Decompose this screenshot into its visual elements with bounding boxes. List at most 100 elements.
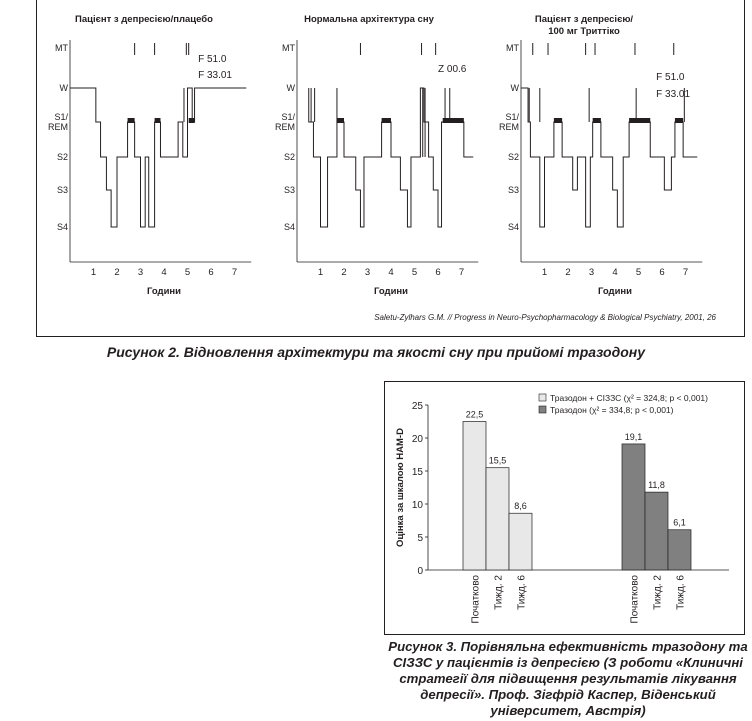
figure-3-frame (384, 381, 745, 635)
category-label: Початково (630, 575, 641, 624)
x-tick-label: 2 (114, 267, 119, 278)
panel-title-line: Нормальна архітектура сну (304, 14, 434, 25)
y-tick-label: 0 (417, 566, 423, 577)
x-tick-label: 3 (365, 267, 370, 278)
stage-label-line: S4 (57, 222, 68, 232)
bar (667, 529, 692, 571)
y-axis-label: Оцінка за шкалою HAM-D (395, 428, 406, 547)
x-tick-label: 4 (388, 267, 393, 278)
legend-swatch (538, 405, 547, 414)
hypnogram-panel-1: Пацієнт з депресією/плацебо MT W S1/REM S2 S3… (48, 14, 252, 297)
bar-value-label: 8,6 (514, 501, 527, 511)
stage-label-line: S2 (284, 152, 295, 162)
x-tick-label: 7 (459, 267, 464, 278)
bar (644, 491, 669, 571)
diagnosis-annotation: F 33.01 (656, 89, 690, 100)
x-tick-label: 5 (185, 267, 190, 278)
rem-bar (336, 118, 344, 123)
figure-2-caption: Рисунок 2. Відновлення архітектури та як… (106, 344, 646, 360)
hypnogram-panel-3: Пацієнт з депресією/100 мг Триттіко MT W S1… (499, 14, 703, 297)
diagnosis-annotation: F 33.01 (198, 70, 232, 81)
x-tick-label: 7 (232, 267, 237, 278)
source-citation: Saletu-Zylhars G.M. // Progress in Neuro… (374, 313, 716, 322)
sleep-stage-trace (308, 87, 474, 228)
legend-entry: Тразодон + СІЗЗС (χ² = 324,8; p < 0,001) (550, 393, 708, 403)
stage-label-line: S4 (284, 222, 295, 232)
category-label: Тижд. 6 (517, 575, 528, 610)
stage-label: S3 (508, 185, 519, 195)
diagnosis-annotation: F 51.0 (198, 54, 227, 65)
diagnosis-annotation: F 51.0 (656, 72, 685, 83)
stage-label-line: W (60, 83, 69, 93)
stage-label-line: S2 (57, 152, 68, 162)
stage-label: W (60, 83, 69, 93)
stage-label: MT (55, 43, 68, 53)
stage-label-line: REM (48, 122, 68, 132)
x-tick-label: 1 (318, 267, 323, 278)
figure-3-caption: Рисунок 3. Порівняльна ефективність траз… (388, 639, 748, 718)
stage-label-line: REM (499, 122, 519, 132)
panel-title: Пацієнт з депресією/плацебо (75, 14, 213, 25)
y-tick-label: 15 (412, 467, 424, 478)
stage-label: W (511, 83, 520, 93)
x-tick-label: 2 (565, 267, 570, 278)
stage-label-line: S1/ (281, 112, 295, 122)
stage-label: W (287, 83, 296, 93)
panel-title: Пацієнт з депресією/100 мг Триттіко (535, 14, 634, 37)
stage-label: S4 (57, 222, 68, 232)
stage-label: S2 (508, 152, 519, 162)
panel-title-line: 100 мг Триттіко (548, 26, 620, 37)
x-tick-label: 3 (589, 267, 594, 278)
x-axis-label: Години (147, 286, 181, 297)
stage-label-line: S4 (508, 222, 519, 232)
bar (462, 421, 487, 571)
rem-bar (442, 118, 464, 123)
rem-bar (674, 118, 684, 123)
stage-label-line: MT (506, 43, 519, 53)
bar-value-label: 19,1 (625, 432, 643, 442)
stage-label: S3 (57, 185, 68, 195)
stage-label-line: S1/ (505, 112, 519, 122)
stage-label: S1/REM (499, 112, 519, 132)
sleep-stage-trace (521, 87, 698, 228)
sleep-stage-trace (70, 87, 247, 228)
x-axis-label: Години (598, 286, 632, 297)
bar-value-label: 22,5 (466, 410, 484, 420)
stage-label: S1/REM (48, 112, 68, 132)
legend-swatch (538, 393, 547, 402)
panel-title-line: Пацієнт з депресією/плацебо (75, 14, 213, 25)
stage-label-line: MT (282, 43, 295, 53)
category-label: Початково (471, 575, 482, 624)
diagnosis-annotation: Z 00.6 (438, 64, 467, 75)
x-tick-label: 6 (208, 267, 213, 278)
x-tick-label: 3 (138, 267, 143, 278)
bar (621, 443, 646, 571)
panel-title: Нормальна архітектура сну (304, 14, 434, 25)
stage-label-line: S3 (508, 185, 519, 195)
y-tick-label: 20 (412, 434, 424, 445)
stage-label-line: S2 (508, 152, 519, 162)
x-tick-label: 7 (683, 267, 688, 278)
stage-label: MT (282, 43, 295, 53)
x-tick-label: 2 (341, 267, 346, 278)
stage-label-line: REM (275, 122, 295, 132)
bar-value-label: 6,1 (673, 518, 686, 528)
hypnogram-figure: Пацієнт з депресією/плацебо MT W S1/REM S2 S3… (48, 14, 717, 322)
y-tick-label: 5 (417, 533, 423, 544)
rem-bar (553, 118, 563, 123)
hamd-bar-chart: 0 5 10 15 20 25 Оцінка за шкалою HAM-D Тразодон… (395, 393, 729, 624)
category-label: Тижд. 6 (676, 575, 687, 610)
x-tick-label: 6 (435, 267, 440, 278)
stage-label-line: W (511, 83, 520, 93)
rem-bar (188, 118, 195, 123)
legend-entry: Тразодон (χ² = 334,8; p < 0,001) (550, 405, 674, 415)
stage-label-line: S3 (284, 185, 295, 195)
stage-label-line: S3 (57, 185, 68, 195)
x-tick-label: 4 (612, 267, 617, 278)
rem-bar (629, 118, 651, 123)
category-label: Тижд. 2 (653, 575, 664, 610)
x-tick-label: 1 (542, 267, 547, 278)
stage-label-line: W (287, 83, 296, 93)
bar-value-label: 11,8 (648, 480, 665, 490)
figure-2-frame (36, 0, 745, 337)
